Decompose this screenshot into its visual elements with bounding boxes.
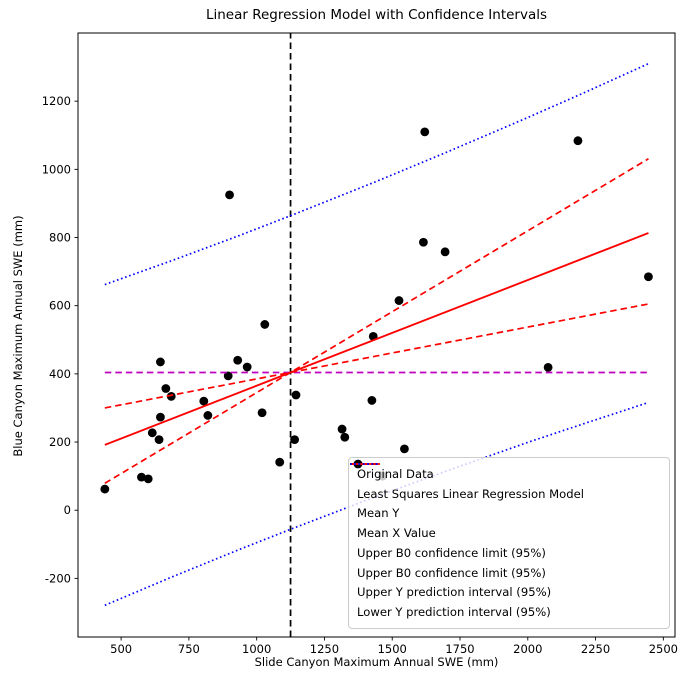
- legend-label: Mean Y: [357, 506, 400, 521]
- data-point: [161, 384, 171, 393]
- data-point: [203, 411, 213, 420]
- x-tick-label: 1000: [242, 642, 271, 656]
- data-point: [419, 237, 428, 247]
- lower-b0-confidence-line: [104, 303, 649, 409]
- y-tick-label: 400: [49, 367, 71, 381]
- legend-label: Original Data: [357, 466, 434, 481]
- legend-label: Upper B0 confidence limit (95%): [357, 565, 546, 580]
- legend-label: Upper Y prediction interval (95%): [357, 585, 552, 600]
- upper-b0-confidence-line: [104, 158, 649, 485]
- legend-label: Mean X Value: [357, 526, 436, 541]
- data-point: [291, 390, 301, 400]
- chart-title: Linear Regression Model with Confidence …: [205, 7, 548, 23]
- y-tick-label: 1200: [42, 94, 71, 108]
- data-point: [337, 424, 347, 434]
- x-tick-label: 2250: [581, 642, 610, 656]
- y-tick-label: 600: [49, 299, 71, 313]
- legend-item: Original Data: [353, 459, 661, 484]
- data-point: [290, 435, 300, 445]
- x-axis-label: Slide Canyon Maximum Annual SWE (mm): [254, 655, 499, 669]
- line-swatch-icon: [350, 463, 380, 465]
- data-point: [242, 362, 252, 372]
- legend-label: Least Squares Linear Regression Model: [357, 486, 584, 501]
- data-point: [156, 412, 165, 422]
- data-point: [137, 472, 146, 482]
- data-point: [100, 484, 110, 494]
- lower-prediction-interval-line: [104, 401, 649, 607]
- data-point: [543, 362, 553, 372]
- x-tick-label: 750: [178, 642, 200, 656]
- data-point: [420, 127, 430, 137]
- x-tick-label: 2000: [513, 642, 542, 656]
- data-point: [275, 457, 285, 467]
- legend-item: Upper B0 confidence limit (95%): [350, 463, 661, 563]
- regression-line: [104, 232, 649, 446]
- data-point: [233, 355, 243, 365]
- data-point: [400, 444, 409, 454]
- legend-label: Upper B0 confidence limit (95%): [357, 545, 546, 560]
- legend-item: Least Squares Linear Regression Model: [350, 463, 661, 504]
- legend-item: Upper B0 confidence limit (95%): [350, 463, 661, 583]
- y-tick-label: 800: [49, 231, 71, 245]
- data-point: [223, 371, 233, 381]
- y-tick-label: 0: [64, 503, 71, 517]
- y-axis-label: Blue Canyon Maximum Annual SWE (mm): [11, 215, 25, 457]
- legend-item: Upper Y prediction interval (95%): [350, 463, 661, 603]
- y-tick-label: 200: [49, 435, 71, 449]
- upper-prediction-interval-line: [104, 62, 649, 286]
- data-point: [340, 432, 350, 442]
- data-point: [225, 190, 234, 200]
- data-point: [143, 474, 153, 484]
- data-point: [156, 357, 165, 367]
- data-point: [257, 408, 267, 418]
- x-tick-label: 2500: [649, 642, 678, 656]
- data-point: [199, 396, 209, 406]
- data-point: [367, 396, 377, 405]
- y-tick-label: 1000: [42, 162, 71, 176]
- data-point: [166, 391, 176, 401]
- data-point: [440, 247, 450, 257]
- data-point: [260, 320, 270, 329]
- x-tick-label: 1250: [310, 642, 339, 656]
- legend-label: Lower Y prediction interval (95%): [357, 605, 551, 620]
- legend-item: Lower Y prediction interval (95%): [350, 463, 661, 622]
- data-point: [147, 428, 157, 438]
- data-point: [644, 272, 653, 282]
- x-tick-label: 1500: [378, 642, 407, 656]
- y-tick-label: -200: [45, 571, 71, 585]
- legend-item: Mean Y: [350, 463, 661, 524]
- data-point: [154, 435, 164, 445]
- x-tick-label: 500: [110, 642, 132, 656]
- legend-item: Mean X Value: [350, 463, 661, 543]
- data-point: [394, 296, 404, 305]
- data-point: [573, 136, 583, 146]
- x-tick-label: 1750: [445, 642, 474, 656]
- legend-box: Original Data Least Squares Linear Regres…: [348, 457, 670, 629]
